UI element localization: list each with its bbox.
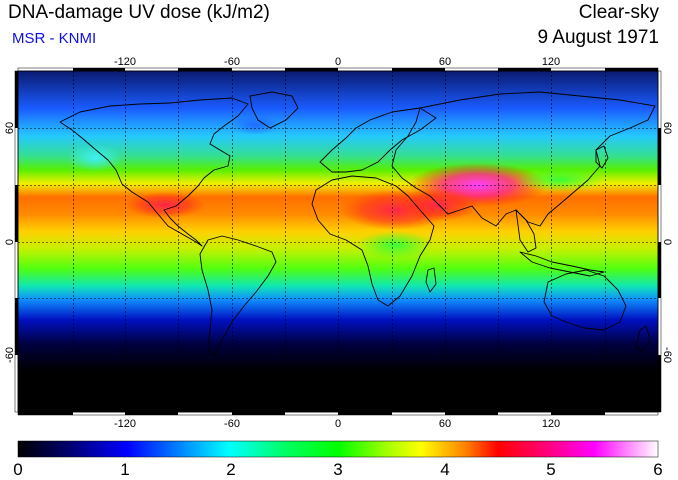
australia-outline	[543, 269, 627, 331]
lon-tick-top-label: -60	[224, 56, 240, 68]
sky-condition-label: Clear-sky	[578, 2, 659, 23]
lat-tick-left-label: 0	[4, 239, 16, 245]
map-title: DNA-damage UV dose (kJ/m2)	[8, 2, 270, 23]
colorbar-tick-label: 5	[546, 460, 555, 479]
lon-tick-bottom-label: 120	[542, 418, 560, 430]
south-america-outline	[199, 235, 277, 357]
colorbar-tick-label: 1	[120, 460, 129, 479]
continent-outlines	[29, 91, 656, 406]
lon-tick-bottom-label: 0	[335, 418, 341, 430]
japan-outline	[595, 145, 609, 169]
madagascar-outline	[425, 267, 437, 293]
new-zealand-outline	[635, 325, 651, 353]
lon-tick-top-label: 0	[335, 56, 341, 68]
asia-outline	[391, 91, 656, 227]
lon-tick-bottom-label: 60	[439, 418, 451, 430]
indonesia-outline	[519, 251, 605, 277]
lat-tick-right-label: -60	[661, 347, 673, 363]
lon-tick-bottom-label: -120	[114, 418, 136, 430]
lat-tick-right-label: 60	[661, 122, 673, 134]
europe-outline	[319, 107, 437, 173]
lat-tick-right-label: 0	[661, 239, 673, 245]
antarctica-outline	[29, 397, 651, 406]
map-frame	[14, 67, 662, 416]
lat-tick-left-label: -60	[4, 347, 16, 363]
uv-hotspot-arabia	[398, 189, 478, 221]
uv-low-central-africa	[357, 231, 433, 259]
north-america-outline	[59, 97, 249, 247]
greenland-outline	[249, 91, 299, 129]
uv-low-east-asia	[515, 168, 605, 192]
indochina-outline	[515, 209, 537, 253]
graticule	[18, 71, 658, 412]
colorbar-tick-label: 2	[226, 460, 235, 479]
colorbar-tick-label: 4	[440, 460, 449, 479]
lon-tick-top-label: -120	[114, 56, 136, 68]
colorbar-tick-label: 3	[333, 460, 342, 479]
uv-low-north-pacific	[67, 144, 123, 172]
uv-dose-field	[18, 71, 658, 412]
uv-low-greenland	[230, 115, 280, 135]
colorbar	[17, 440, 659, 458]
lat-tick-left-label: 60	[4, 122, 16, 134]
colorbar-tick-label: 0	[13, 460, 22, 479]
africa-outline	[311, 175, 435, 307]
source-label: MSR - KNMI	[12, 30, 97, 47]
lon-tick-top-label: 120	[542, 56, 560, 68]
date-label: 9 August 1971	[537, 27, 660, 48]
colorbar-tick-label: 6	[653, 460, 662, 479]
uv-hotspot-caribbean	[125, 192, 205, 218]
lon-tick-top-label: 60	[439, 56, 451, 68]
lon-tick-bottom-label: -60	[224, 418, 240, 430]
